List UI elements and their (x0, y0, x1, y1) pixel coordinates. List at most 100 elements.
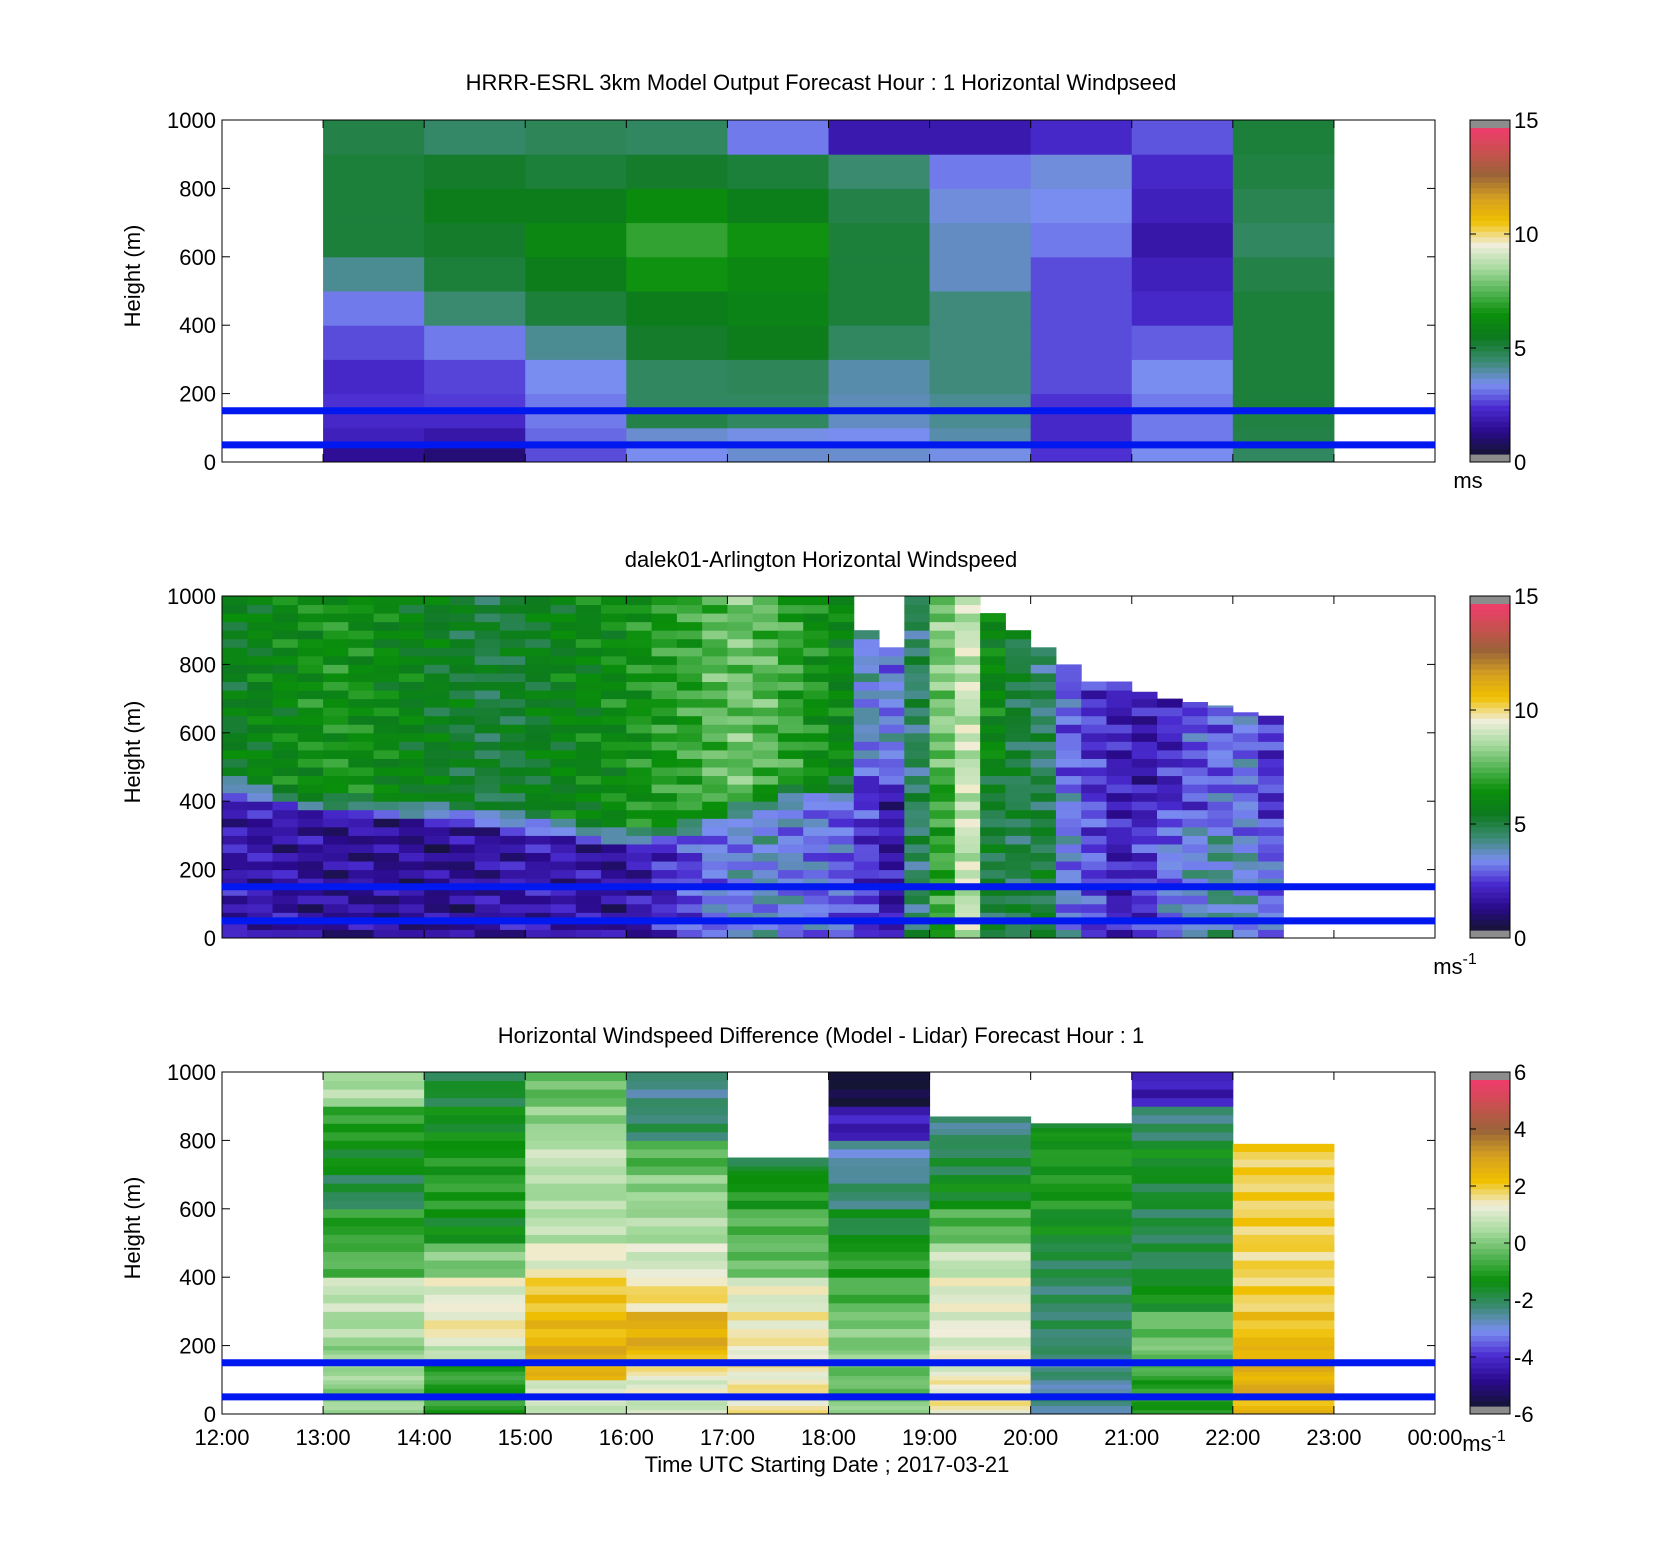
heatmap-cell (449, 655, 476, 665)
heatmap-cell (626, 681, 653, 691)
heatmap-cell (247, 929, 274, 939)
heatmap-cell (651, 613, 678, 623)
colorbar-swatch (1470, 399, 1510, 406)
heatmap-cell (626, 1225, 728, 1235)
heatmap-cell (853, 852, 880, 862)
heatmap-cell (1258, 801, 1284, 811)
heatmap-cell (1232, 861, 1259, 871)
heatmap-cell (626, 1131, 728, 1141)
heatmap-cell (323, 613, 349, 623)
heatmap-cell (449, 852, 476, 862)
heatmap-cell (1030, 1388, 1133, 1394)
colorbar-swatch (1470, 881, 1510, 888)
heatmap-cell (525, 1366, 627, 1372)
colorbar-swatch (1470, 1324, 1510, 1331)
heatmap-cell (222, 912, 248, 922)
heatmap-cell (222, 878, 248, 888)
heatmap-cell (474, 903, 501, 913)
heatmap-cell (1030, 1157, 1133, 1167)
heatmap-cell (247, 681, 274, 691)
heatmap-cell (424, 861, 450, 871)
heatmap-cell (525, 1114, 627, 1124)
colorbar-swatch (1470, 144, 1510, 151)
heatmap-cell (702, 724, 728, 734)
colorbar-tick-label: 15 (1514, 584, 1538, 609)
heatmap-cell (499, 818, 526, 828)
heatmap-cell (1232, 427, 1335, 446)
heatmap-cell (297, 647, 324, 657)
heatmap-cell (1030, 1405, 1133, 1411)
heatmap-cell (424, 681, 450, 691)
heatmap-cell (1030, 655, 1057, 665)
colorbar-swatch (1470, 1259, 1510, 1266)
heatmap-cell (626, 775, 653, 785)
heatmap-cell (424, 1354, 526, 1359)
heatmap-cell (373, 741, 400, 751)
heatmap-cell (373, 690, 400, 700)
heatmap-cell (1106, 869, 1133, 879)
heatmap-cell (1157, 886, 1183, 896)
heatmap-cell (803, 912, 829, 922)
colorbar-swatch (1470, 799, 1510, 806)
heatmap-cell (777, 903, 804, 913)
heatmap-cell (1106, 861, 1133, 871)
heatmap-cell (247, 604, 274, 614)
colorbar-swatch (1470, 193, 1510, 200)
heatmap-cell (626, 1401, 728, 1406)
heatmap-cell (1055, 852, 1082, 862)
heatmap-cell (499, 655, 526, 665)
heatmap-cell (777, 758, 804, 768)
heatmap-cell (499, 903, 526, 913)
heatmap-cell (525, 1123, 627, 1133)
lidar-colorbar-units-exponent: -1 (1463, 951, 1477, 968)
lidar-panel-ylabel: Height (m) (120, 701, 145, 804)
heatmap-cell (1131, 801, 1158, 811)
heatmap-cell (879, 809, 905, 819)
heatmap-cell (575, 775, 602, 785)
heatmap-cell (525, 613, 552, 623)
heatmap-cell (1055, 929, 1082, 939)
heatmap-cell (1258, 878, 1284, 888)
colorbar-tick-label: -4 (1514, 1345, 1534, 1370)
colorbar-swatch (1470, 794, 1510, 801)
heatmap-cell (1081, 758, 1107, 768)
heatmap-cell (803, 809, 829, 819)
colorbar-swatch (1470, 285, 1510, 292)
heatmap-cell (1157, 818, 1183, 828)
heatmap-cell (1258, 724, 1284, 734)
heatmap-cell (1157, 724, 1183, 734)
heatmap-cell (803, 895, 829, 905)
heatmap-cell (1030, 188, 1133, 224)
heatmap-cell (803, 655, 829, 665)
heatmap-cell (449, 809, 476, 819)
heatmap-cell (474, 681, 501, 691)
heatmap-cell (904, 775, 931, 785)
heatmap-cell (1232, 256, 1335, 292)
heatmap-cell (1157, 920, 1183, 930)
heatmap-cell (626, 1328, 728, 1338)
heatmap-cell (525, 154, 627, 189)
heatmap-cell (1081, 715, 1107, 725)
heatmap-cell (601, 903, 627, 913)
heatmap-cell (727, 444, 829, 463)
heatmap-cell (449, 638, 476, 648)
heatmap-cell (525, 852, 552, 862)
heatmap-cell (1131, 1285, 1234, 1295)
heatmap-cell (1030, 647, 1057, 657)
heatmap-cell (676, 835, 703, 845)
heatmap-cell (323, 1379, 425, 1385)
heatmap-cell (1232, 410, 1335, 429)
heatmap-cell (980, 920, 1006, 930)
y-tick-label: 400 (179, 1265, 216, 1290)
heatmap-cell (550, 604, 577, 614)
heatmap-cell (424, 886, 450, 896)
heatmap-cell (702, 596, 728, 606)
heatmap-cell (1131, 792, 1158, 802)
heatmap-cell (727, 1366, 829, 1372)
heatmap-cell (398, 638, 425, 648)
heatmap-cell (424, 1131, 526, 1141)
heatmap-cell (828, 1384, 931, 1389)
heatmap-cell (499, 826, 526, 836)
heatmap-cell (601, 604, 627, 614)
heatmap-cell (980, 749, 1006, 759)
